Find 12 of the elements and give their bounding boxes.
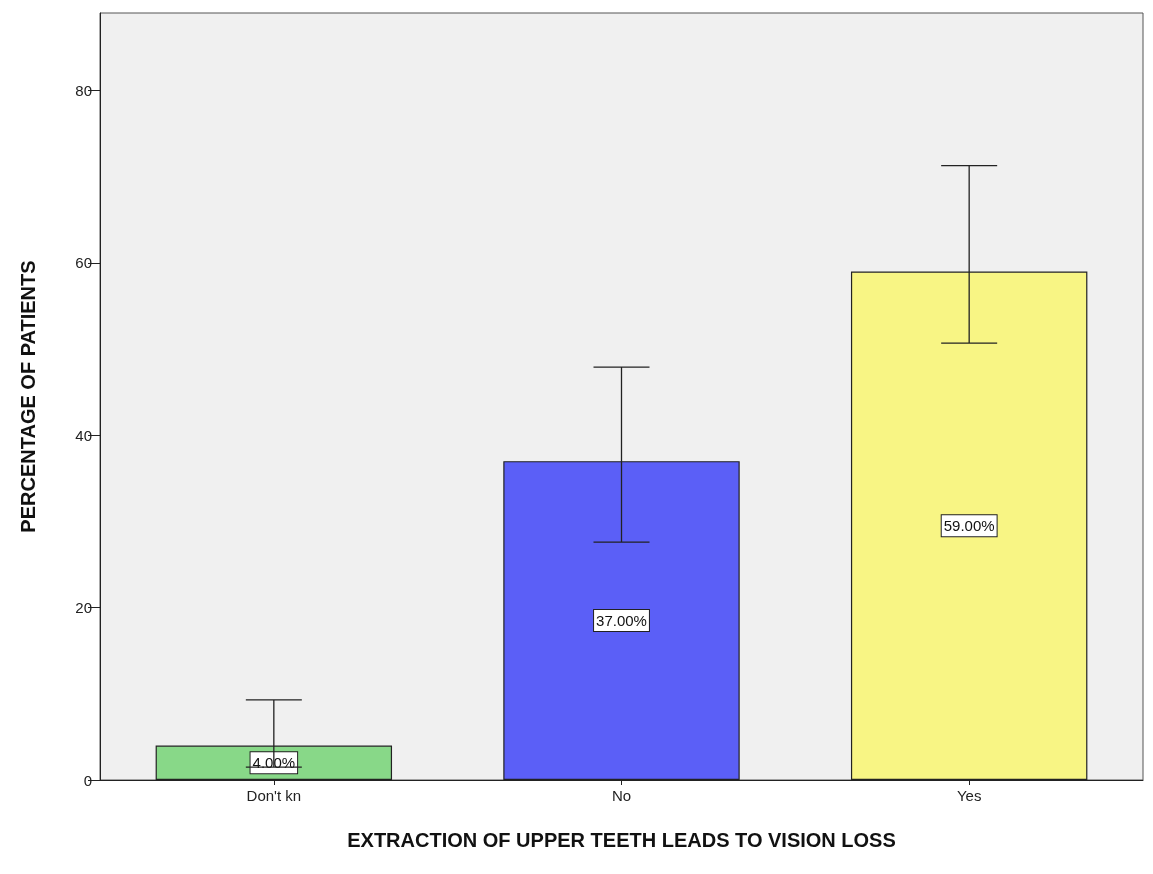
x-tick-label: Yes <box>956 787 982 804</box>
y-tick-label: 40 <box>75 426 92 444</box>
x-axis-title: EXTRACTION OF UPPER TEETH LEADS TO VISION LOSS <box>347 829 896 851</box>
y-tick-label: 60 <box>75 254 92 272</box>
data-label: 37.00% <box>596 612 647 630</box>
y-tick-label: 80 <box>75 82 92 100</box>
x-tick-label: Don't kn <box>246 787 302 804</box>
y-tick-label: 20 <box>75 599 92 617</box>
y-axis-title: PERCENTAGE OF PATIENTS <box>17 260 39 533</box>
x-tick-label: No <box>611 787 632 804</box>
y-tick-label: 0 <box>83 771 92 789</box>
data-label: 59.00% <box>943 517 995 535</box>
